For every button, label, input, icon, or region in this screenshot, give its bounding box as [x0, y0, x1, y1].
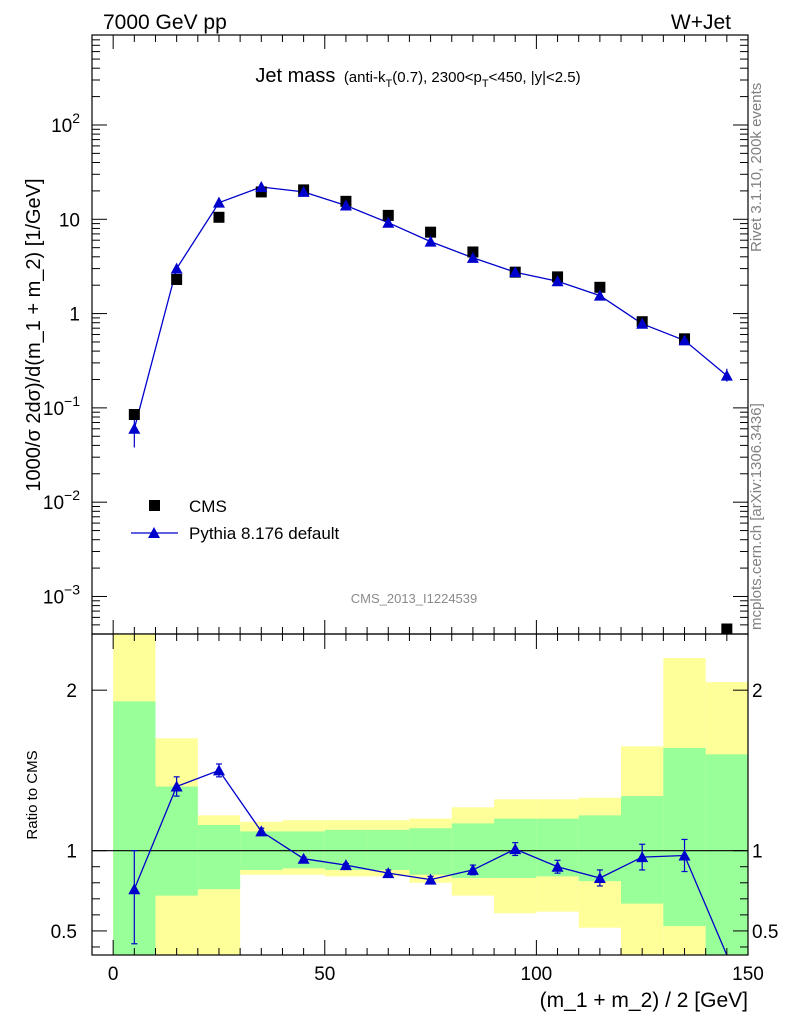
ratio-y-tick-label: 1 [66, 842, 77, 863]
pythia-data-point [636, 317, 649, 329]
pythia-data-point [128, 422, 141, 434]
ratio-data-point [551, 860, 564, 872]
ratio-y-tick-label-right: 0.5 [752, 922, 778, 943]
uncertainty-band-green [409, 828, 452, 875]
plot-title: Jet mass (anti-kT(0.7), 2300<pT<450, |y|… [255, 65, 580, 90]
ratio-frame [91, 633, 749, 956]
main-frame [91, 34, 749, 635]
energy-label: 7000 GeV pp [103, 11, 227, 34]
pythia-data-point [593, 289, 606, 301]
ratio-data-point [678, 849, 691, 861]
ratio-y-tick-label-right: 2 [752, 681, 763, 702]
pythia-line [133, 186, 728, 429]
cms-data-point [128, 409, 140, 421]
main-y-tick-label: 10−2 [43, 487, 80, 514]
ratio-panel: 0.5 0.5 1 1 2 2 0 50 100 150 [51, 633, 778, 985]
cms-data-point [213, 211, 225, 223]
ratio-y-axis-label: Ratio to CMS [24, 750, 41, 839]
pythia-data-point [720, 369, 733, 381]
pythia-data-point [170, 262, 183, 274]
main-y-tick-label: 10−1 [43, 393, 80, 420]
x-tick-label: 0 [108, 964, 119, 985]
main-y-tick-label: 102 [51, 110, 80, 137]
x-tick-label: 100 [521, 964, 553, 985]
ratio-y-tick-label-right: 1 [752, 842, 763, 863]
x-tick-label: 50 [314, 964, 335, 985]
uncertainty-band-green [155, 786, 198, 896]
ratio-data-point [255, 825, 268, 837]
process-label: W+Jet [671, 11, 731, 34]
pythia-data-point [339, 199, 352, 211]
ratio-data-point [636, 851, 649, 863]
ratio-data-point [509, 843, 522, 855]
legend-cms-marker [149, 500, 160, 511]
ratio-data-point [466, 863, 479, 875]
pythia-data-point [212, 196, 225, 208]
uncertainty-band-green [367, 829, 410, 870]
source-site-label: mcplots.cern.ch [arXiv:1306.3436] [748, 403, 765, 630]
main-panel: 10−3 10−2 10−1 1 10 102 [43, 34, 749, 635]
rivet-version-label: Rivet 3.1.10, 200k events [748, 83, 765, 252]
legend: CMS Pythia 8.176 default [131, 497, 340, 543]
main-y-tick-label: 10 [59, 210, 80, 231]
ratio-data-point [339, 859, 352, 871]
pythia-data-point [509, 266, 522, 278]
analysis-id-label: CMS_2013_I1224539 [351, 591, 478, 606]
pythia-data-point [255, 180, 268, 192]
main-y-tick-label: 10−3 [43, 581, 80, 608]
main-y-axis-label: 1000/σ 2dσ)/d(m_1 + m_2) [1/GeV] [23, 178, 45, 491]
pythia-data-point [551, 275, 564, 287]
ratio-data-point [382, 867, 395, 879]
x-tick-label: 150 [732, 964, 764, 985]
ratio-data-point [593, 871, 606, 883]
pythia-data-point [424, 235, 437, 247]
cms-data-point [594, 281, 606, 293]
ratio-y-tick-label: 2 [66, 681, 77, 702]
pythia-data-point [382, 216, 395, 228]
uncertainty-band-green [663, 747, 706, 927]
uncertainty-band-green [705, 754, 748, 955]
x-axis-label: (m_1 + m_2) / 2 [GeV] [540, 989, 748, 1012]
ratio-data-point [212, 764, 225, 776]
legend-cms-label: CMS [189, 497, 227, 516]
ratio-data-point [297, 852, 310, 864]
legend-pythia-marker [148, 527, 160, 538]
pythia-data-point [297, 185, 310, 197]
uncertainty-band-green [197, 824, 241, 890]
ratio-data-point [170, 780, 183, 792]
legend-pythia-label: Pythia 8.176 default [189, 524, 340, 543]
ratio-y-tick-label: 0.5 [51, 922, 77, 943]
cms-data-point [382, 209, 394, 221]
ratio-data-point [128, 883, 141, 895]
cms-data-point [171, 273, 183, 285]
pythia-data-point [678, 334, 691, 346]
cms-data-point [425, 226, 437, 238]
main-y-tick-label: 1 [69, 305, 80, 326]
pythia-data-point [466, 251, 479, 263]
ratio-data-point [424, 873, 437, 885]
